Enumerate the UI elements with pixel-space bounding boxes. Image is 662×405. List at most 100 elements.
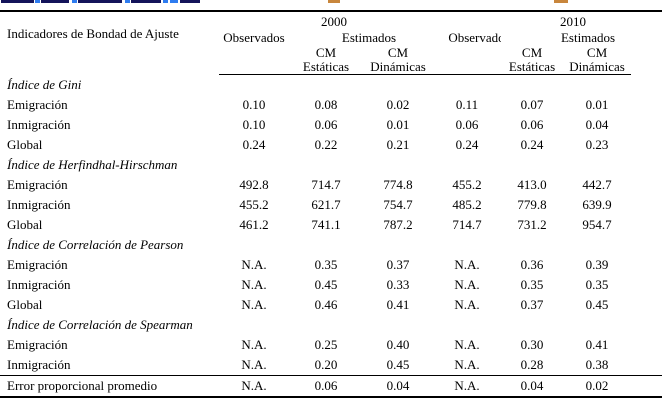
metric-label: Emigración	[7, 337, 68, 352]
value-cell: 774.8	[383, 177, 413, 192]
section-title: Índice de Correlación de Spearman	[7, 317, 193, 332]
value-cell: 754.7	[383, 197, 413, 212]
section-title-row: Índice de Correlación de Spearman	[0, 315, 662, 335]
value-cell: N.A.	[241, 277, 267, 292]
row-spacer	[631, 295, 662, 315]
year-header-row: Indicadores de Bondad de Ajuste 2000 201…	[0, 11, 662, 41]
row-spacer	[631, 275, 662, 295]
value-cell: 455.2	[452, 177, 482, 192]
section-title: Índice de Correlación de Pearson	[7, 237, 184, 252]
cut-off-text-fragment	[328, 0, 340, 3]
estaticas-2010-subheader: Estáticas	[501, 59, 564, 75]
metric-label: Emigración	[7, 177, 68, 192]
data-row: Error proporcional promedio N.A. 0.06 0.04 N…	[0, 375, 662, 397]
value-cell: 779.8	[517, 197, 547, 212]
value-cell: N.A.	[433, 375, 502, 397]
value-cell: 0.45	[585, 297, 609, 312]
value-cell: 0.33	[386, 277, 410, 292]
dinamicas-2000-subheader: Dinámicas	[363, 59, 434, 75]
value-cell: 0.39	[585, 257, 609, 272]
observados-2010-header: Observados	[448, 30, 501, 45]
value-cell: N.A.	[454, 337, 480, 352]
table-header: Indicadores de Bondad de Ajuste 2000 201…	[0, 11, 662, 75]
dinamicas-2010-subheader: Dinámicas	[563, 59, 632, 75]
observados-2000-header: Observados	[223, 30, 285, 45]
value-cell: 787.2	[383, 217, 413, 232]
value-cell: N.A.	[241, 337, 267, 352]
cut-off-text-fragment	[78, 0, 122, 3]
value-cell: 0.06	[289, 375, 363, 397]
value-cell: 0.35	[585, 277, 609, 292]
value-cell: 0.41	[386, 297, 410, 312]
empty-cell	[433, 59, 502, 75]
value-cell: N.A.	[241, 297, 267, 312]
cm-dinamicas-2000-header: CM	[387, 45, 409, 59]
value-cell: 0.40	[386, 337, 410, 352]
value-cell: 0.06	[455, 117, 479, 132]
section-title-row: Índice de Gini	[0, 75, 662, 96]
cut-off-text-fragment	[554, 0, 568, 3]
data-row: Emigración N.A. 0.25 0.40 N.A. 0.30 0.41	[0, 335, 662, 355]
data-row: Emigración N.A. 0.35 0.37 N.A. 0.36 0.39	[0, 255, 662, 275]
data-row: Inmigración 455.2 621.7 754.7 485.2 779.8 639.…	[0, 195, 662, 215]
row-spacer	[631, 95, 662, 115]
value-cell: 0.45	[314, 277, 338, 292]
estimados-2000-header: Estimados	[341, 30, 397, 45]
value-cell: N.A.	[241, 257, 267, 272]
data-row: Inmigración N.A. 0.45 0.33 N.A. 0.35 0.35	[0, 275, 662, 295]
header-spacer	[631, 11, 662, 75]
value-cell: 0.01	[386, 117, 410, 132]
metric-label: Emigración	[7, 257, 68, 272]
value-cell: N.A.	[454, 357, 480, 372]
data-row: Global N.A. 0.46 0.41 N.A. 0.37 0.45	[0, 295, 662, 315]
row-spacer	[631, 195, 662, 215]
cut-off-text-fragment	[125, 0, 130, 3]
value-cell: 0.38	[585, 357, 609, 372]
cm-estaticas-2000-header: CM	[315, 45, 337, 59]
value-cell: 731.2	[517, 217, 547, 232]
cut-off-text-fragment	[163, 0, 168, 3]
value-cell: 621.7	[311, 197, 341, 212]
value-cell: 0.06	[520, 117, 544, 132]
empty-cell	[219, 59, 289, 75]
row-spacer	[631, 115, 662, 135]
value-cell: 0.10	[242, 97, 266, 112]
value-cell: N.A.	[454, 297, 480, 312]
value-cell: 492.8	[239, 177, 269, 192]
section-title: Índice de Gini	[7, 77, 82, 92]
value-cell: 0.02	[386, 97, 410, 112]
section-title-row: Índice de Correlación de Pearson	[0, 235, 662, 255]
metric-label: Emigración	[7, 97, 68, 112]
value-cell: 0.36	[520, 257, 544, 272]
value-cell: 639.9	[582, 197, 612, 212]
cut-off-text-fragment	[41, 0, 69, 3]
row-spacer	[631, 255, 662, 275]
value-cell: N.A.	[241, 357, 267, 372]
empty-cell	[433, 45, 501, 59]
estimados-2010-header: Estimados	[560, 30, 616, 45]
data-row: Emigración 0.10 0.08 0.02 0.11 0.07 0.01	[0, 95, 662, 115]
cut-off-text-line	[0, 0, 662, 6]
row-spacer	[631, 335, 662, 355]
metric-label: Inmigración	[7, 277, 71, 292]
row-spacer	[631, 175, 662, 195]
cut-off-text-fragment	[170, 0, 178, 3]
value-cell: 0.46	[314, 297, 338, 312]
value-cell: 714.7	[311, 177, 341, 192]
cut-off-text-fragment	[131, 0, 161, 3]
value-cell: 0.08	[314, 97, 338, 112]
row-spacer	[631, 135, 662, 155]
value-cell: N.A.	[454, 277, 480, 292]
section-title: Índice de Herfindhal-Hirschman	[7, 157, 178, 172]
value-cell: 954.7	[582, 217, 612, 232]
cm-subtype-header-row: Estáticas Dinámicas Estáticas Dinámicas	[0, 59, 662, 75]
value-cell: 413.0	[517, 177, 547, 192]
group-header-row: Observados Estimados Observados Estimado…	[0, 29, 662, 45]
value-cell: 0.10	[242, 117, 266, 132]
value-cell: 0.35	[520, 277, 544, 292]
value-cell: 461.2	[239, 217, 269, 232]
row-label-header: Indicadores de Bondad de Ajuste	[7, 26, 179, 41]
value-cell: 0.04	[363, 375, 434, 397]
value-cell: 0.11	[455, 97, 479, 112]
